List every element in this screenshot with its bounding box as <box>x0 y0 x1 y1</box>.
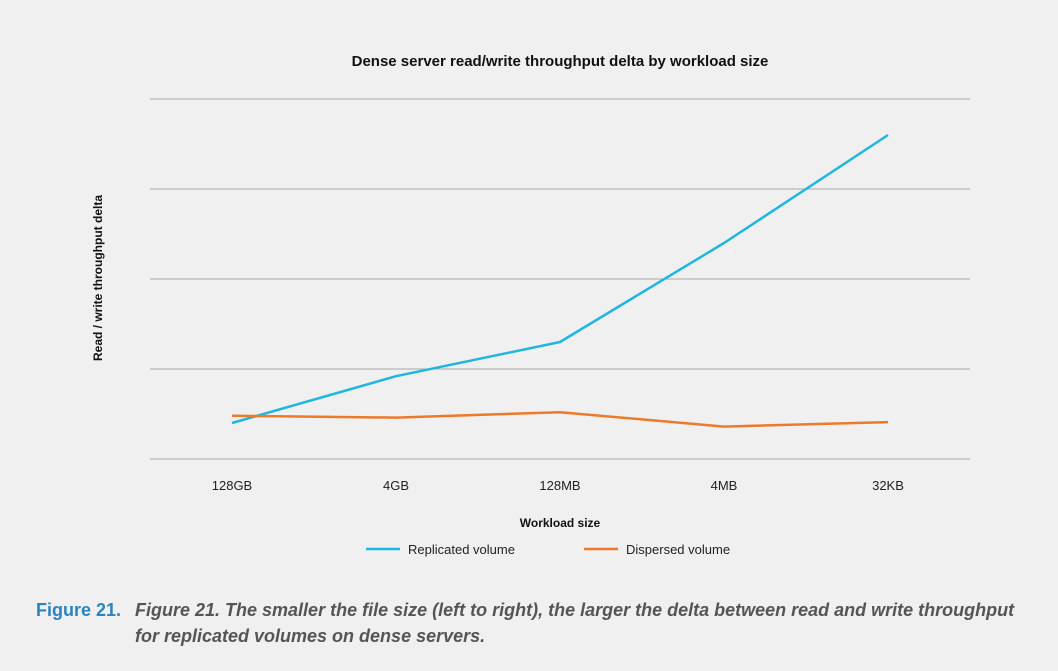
legend: Replicated volume Dispersed volume <box>366 542 730 557</box>
chart-title: Dense server read/write throughput delta… <box>352 53 769 70</box>
x-tick-label: 128GB <box>212 478 252 493</box>
series-line-dispersed <box>231 410 889 428</box>
gridlines <box>150 98 970 460</box>
x-tick-label: 32KB <box>872 478 904 493</box>
legend-label: Replicated volume <box>408 542 515 557</box>
x-tick-label: 128MB <box>539 478 580 493</box>
x-tick-label: 4GB <box>383 478 409 493</box>
x-tick-label: 4MB <box>711 478 738 493</box>
y-axis-label: Read / write throughput delta <box>91 195 105 361</box>
x-axis-label: Workload size <box>520 516 601 530</box>
series-lines <box>231 133 889 428</box>
x-tick-labels: 128GB 4GB 128MB 4MB 32KB <box>212 478 904 493</box>
series-line-replicated <box>231 133 889 425</box>
figure-caption: Figure 21. The smaller the file size (le… <box>135 600 1015 646</box>
legend-label: Dispersed volume <box>626 542 730 557</box>
figure-label: Figure 21. <box>36 600 122 620</box>
chart: Dense server read/write throughput delta… <box>91 53 970 557</box>
